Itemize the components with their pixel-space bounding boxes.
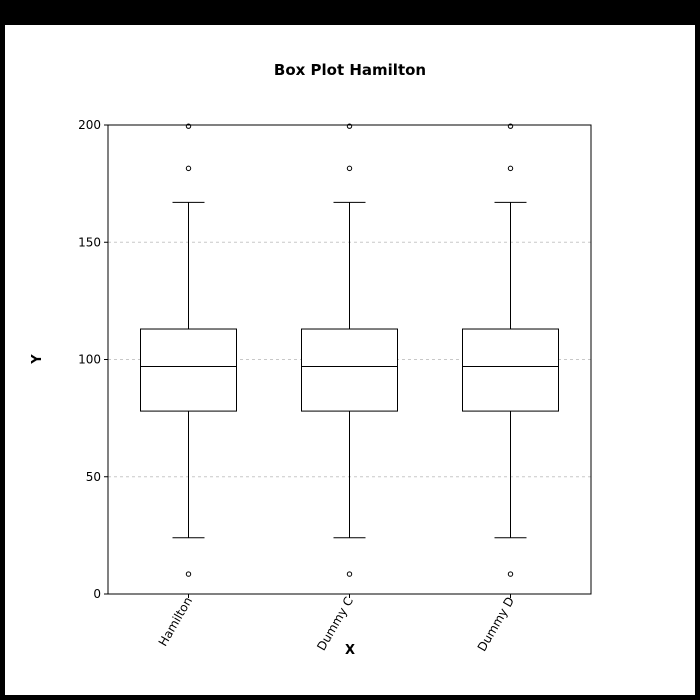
- y-axis-ticks: 0 50 100 150 200: [78, 118, 108, 601]
- iqr-box: [462, 328, 559, 412]
- outlier-point: [185, 123, 192, 129]
- x-axis-title: X: [345, 643, 355, 658]
- y-tick-label: 200: [78, 118, 101, 132]
- outlier-point: [346, 571, 353, 577]
- iqr-box: [301, 328, 398, 412]
- iqr-box: [140, 328, 237, 412]
- outlier-point: [507, 123, 514, 129]
- outlier-point: [507, 571, 514, 577]
- y-axis-title: Y: [30, 354, 45, 365]
- y-tick-label: 0: [93, 587, 101, 601]
- outlier-point: [507, 165, 514, 172]
- x-tick-label: Hamilton: [156, 595, 195, 649]
- box-hamilton: [140, 123, 237, 577]
- y-tick-label: 50: [86, 470, 101, 484]
- y-tick-label: 100: [78, 353, 101, 367]
- x-tick-label: Dummy D: [475, 595, 517, 654]
- outlier-point: [185, 165, 192, 172]
- chart-title: Box Plot Hamilton: [274, 61, 426, 79]
- box-dummy-d: [462, 123, 559, 577]
- boxes: [140, 123, 559, 577]
- y-tick-label: 150: [78, 235, 101, 249]
- outlier-point: [185, 571, 192, 577]
- x-axis-ticks: Hamilton Dummy C Dummy D: [156, 594, 517, 654]
- outlier-point: [346, 165, 353, 172]
- outlier-point: [346, 123, 353, 129]
- box-dummy-c: [301, 123, 398, 577]
- chart-frame: Box Plot Hamilton 0 50 100 150 200 Hamilton D…: [5, 25, 695, 695]
